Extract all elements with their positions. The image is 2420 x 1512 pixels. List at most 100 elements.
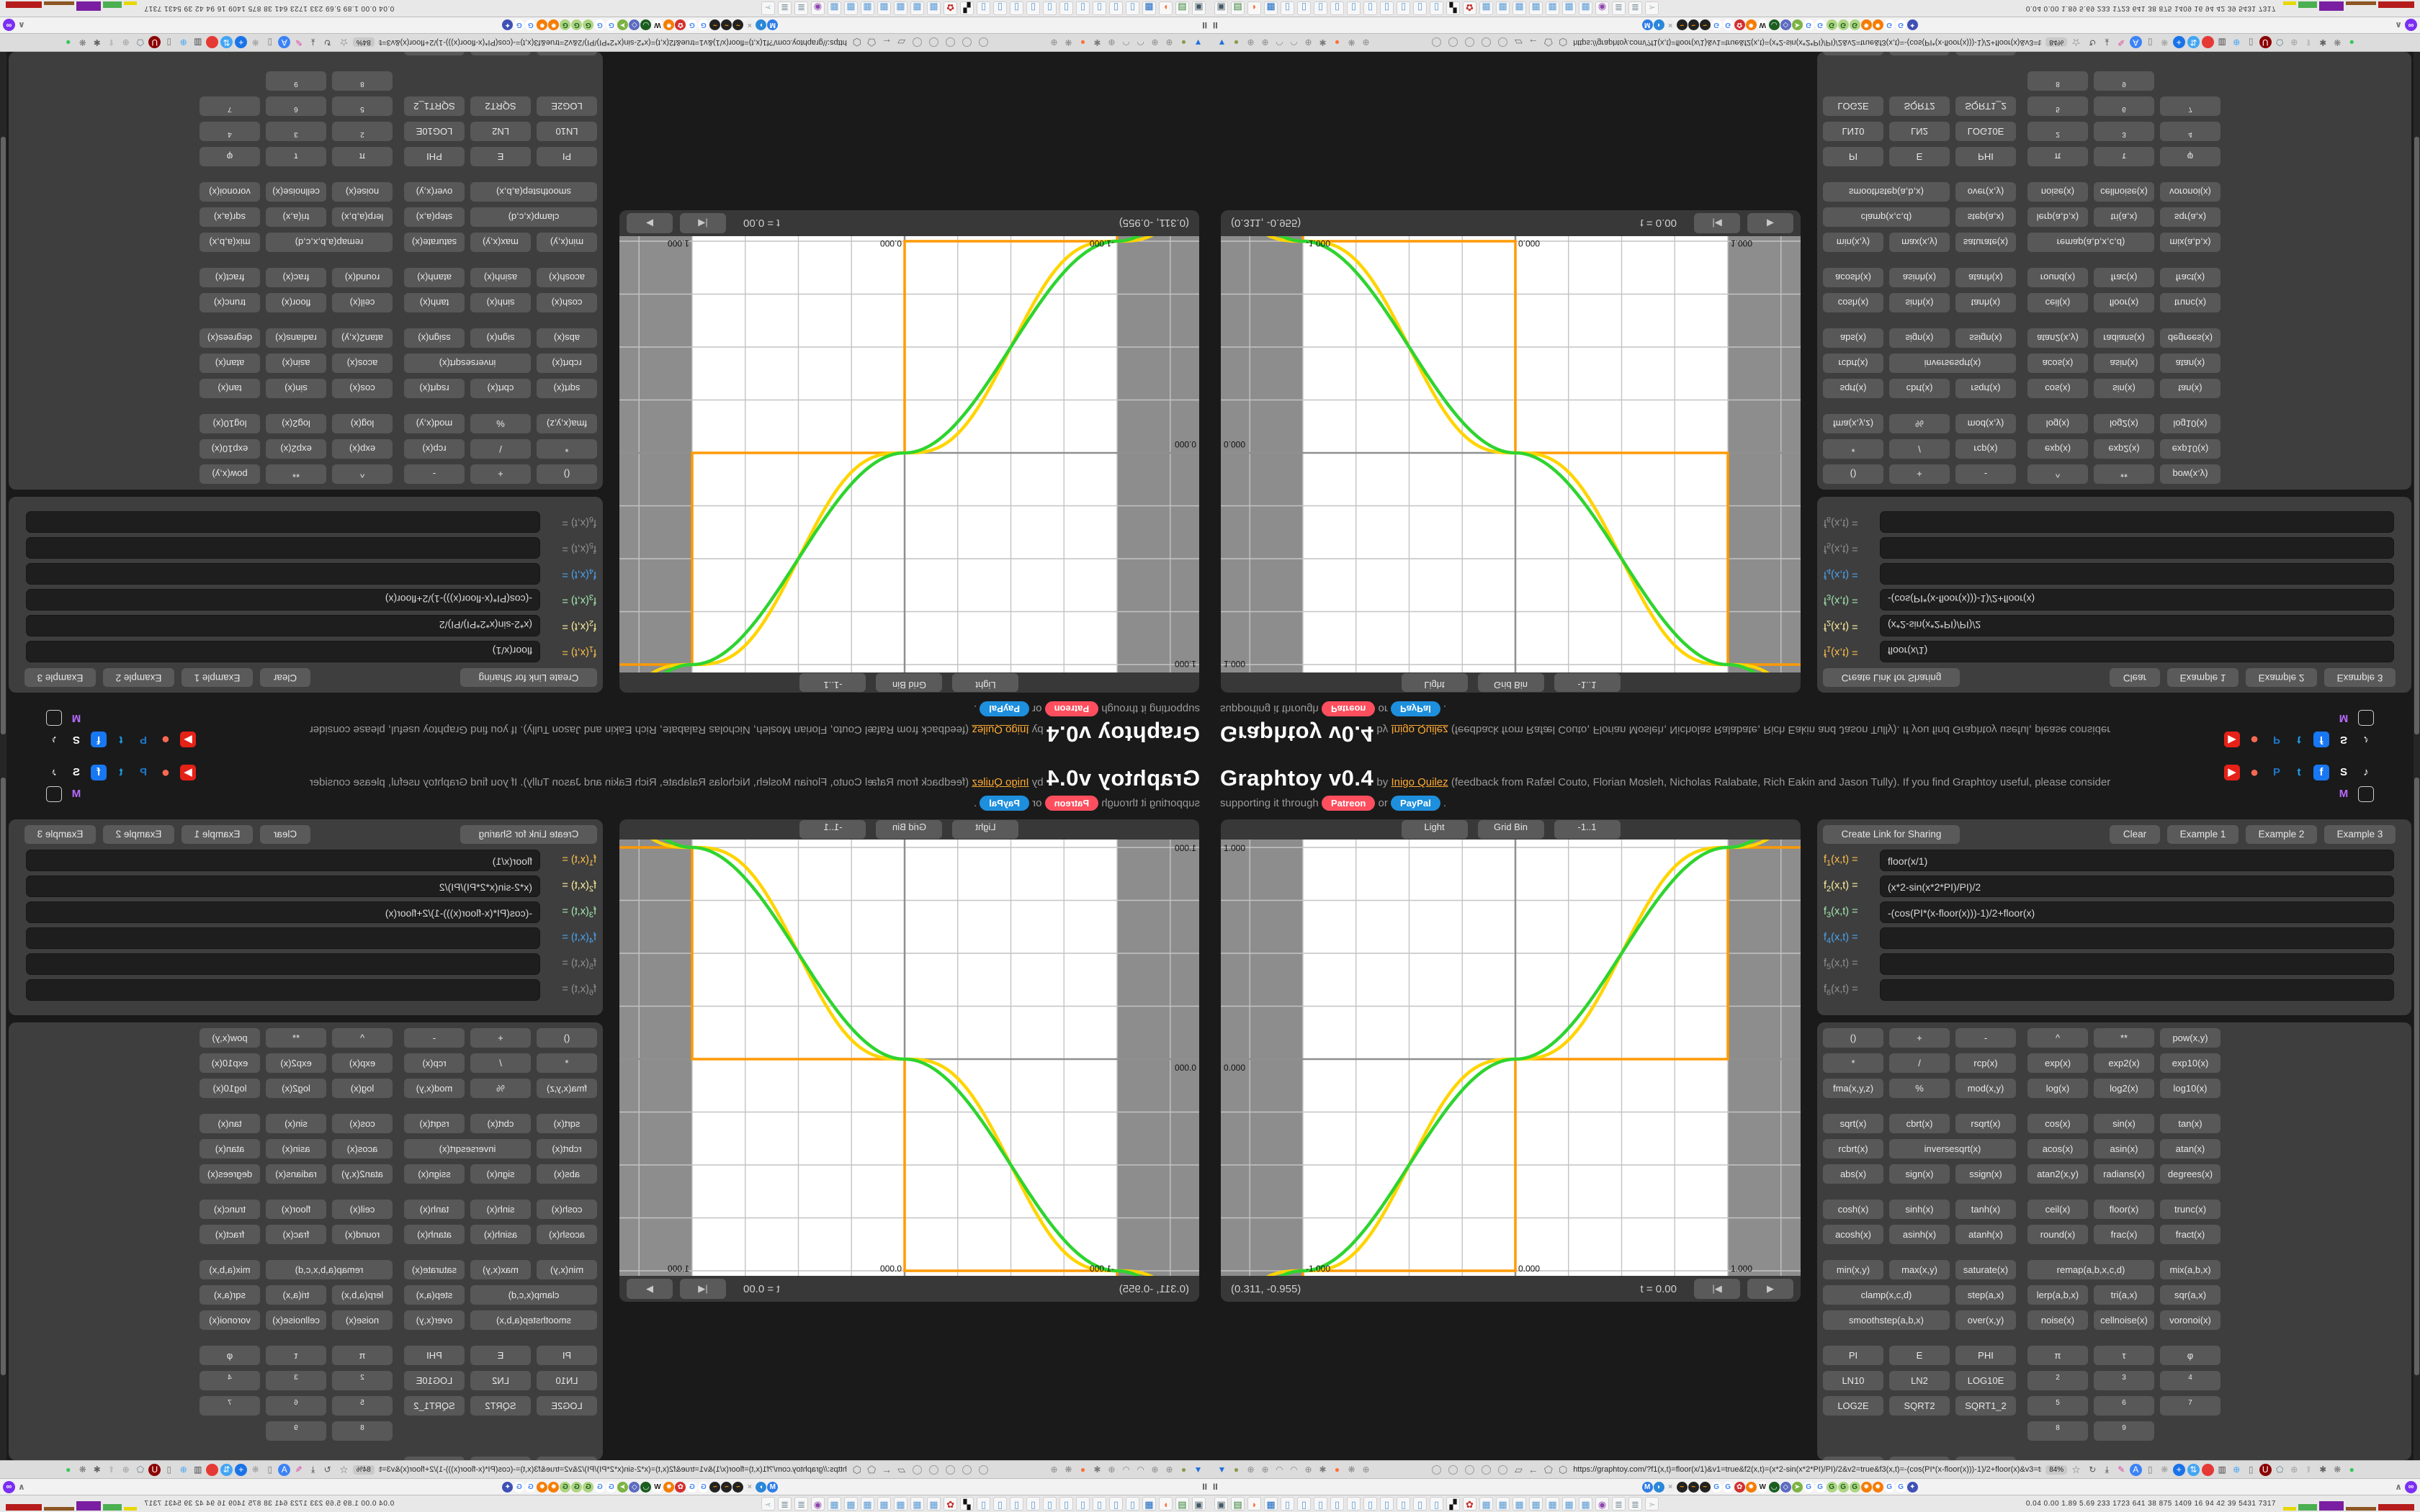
formula-input-f6[interactable] <box>1880 511 2394 533</box>
grid-button-LN2[interactable]: LN2 <box>1889 1371 1950 1390</box>
broken-image-icon[interactable] <box>45 786 62 804</box>
tab-favicon[interactable]: G <box>1895 19 1906 31</box>
grid-button-fma(x,y,z)[interactable]: fma(x,y,z) <box>1823 414 1883 433</box>
tab-favicon[interactable]: ~ <box>1688 1481 1699 1493</box>
grid-button-saturate(x)[interactable]: saturate(x) <box>404 233 465 252</box>
grid-button-LN10[interactable]: LN10 <box>1823 122 1883 141</box>
taskbar-app-icon[interactable]: ▦ <box>1546 1 1559 15</box>
grid-button-cellnoise(x)[interactable]: cellnoise(x) <box>2094 182 2154 202</box>
formula-input-f5[interactable] <box>26 537 540 559</box>
tab-favicon[interactable]: ✦ <box>1906 1481 1918 1493</box>
grid-button-π[interactable]: π <box>332 147 393 166</box>
browser-action-icon[interactable]: ↻ <box>323 37 331 48</box>
formula-input-f4[interactable] <box>26 927 540 949</box>
page-scrollbar[interactable] <box>0 52 6 756</box>
grid-button-tan(x)[interactable]: tan(x) <box>2160 1114 2220 1133</box>
page-action-icon[interactable] <box>1465 1464 1474 1475</box>
formula-label-f1[interactable]: f1(x,t) = <box>562 854 596 868</box>
taskbar-app-icon[interactable]: ▯ <box>1347 1 1361 15</box>
grid-button-tanh(x)[interactable]: tanh(x) <box>404 1200 465 1219</box>
formula-label-f1[interactable]: f1(x,t) = <box>562 644 596 658</box>
tab-favicon[interactable]: G <box>583 19 594 31</box>
grid-button-voronoi(x)[interactable]: voronoi(x) <box>2160 182 2220 202</box>
taskbar-app-icon[interactable]: ▯ <box>993 1 1007 15</box>
grid-button-()[interactable]: () <box>537 1028 597 1048</box>
extension-icon[interactable]: ⊕ <box>1050 1464 1058 1475</box>
page-action-icon[interactable] <box>979 37 988 48</box>
tab-collapse-button[interactable]: ∧ <box>18 20 25 30</box>
formula-input-f3[interactable]: -(cos(PI*(x-floor(x)))-1)/2+floor(x) <box>26 901 540 923</box>
paypal-icon[interactable]: P <box>2272 766 2280 778</box>
tab-favicon[interactable]: ✸ <box>1872 19 1883 31</box>
page-action-icon[interactable] <box>929 1464 938 1475</box>
grid-button-max(x,y)[interactable]: max(x,y) <box>1889 1260 1950 1279</box>
tab-favicon[interactable]: ~ <box>709 1481 721 1493</box>
grid-button-5[interactable]: 5 <box>2027 1396 2088 1416</box>
page-action-icon[interactable] <box>1482 37 1491 48</box>
grid-button-exp(x)[interactable]: exp(x) <box>2027 1053 2088 1073</box>
grid-button-PI[interactable]: PI <box>1823 1346 1883 1365</box>
taskbar-app-icon[interactable]: ▯ <box>1363 1 1377 15</box>
grid-button-8[interactable]: 8 <box>2027 71 2088 91</box>
grid-button-mod(x,y)[interactable]: mod(x,y) <box>1955 414 2016 433</box>
taskbar-app-icon[interactable]: ≣ <box>794 1497 808 1511</box>
grid-button-over(x,y)[interactable]: over(x,y) <box>1955 182 2016 202</box>
grid-button-rcbrt(x)[interactable]: rcbrt(x) <box>1823 1139 1883 1158</box>
tab-collapse-button[interactable]: ∧ <box>18 1482 25 1492</box>
taskbar-app-icon[interactable]: ≣ <box>1612 1 1626 15</box>
grid-button-PHI[interactable]: PHI <box>1955 1346 2016 1365</box>
grid-button-trunc(x)[interactable]: trunc(x) <box>2160 1200 2220 1219</box>
grid-button-lerp(a,b,x)[interactable]: lerp(a,b,x) <box>2027 1285 2088 1305</box>
shield-icon[interactable]: ⬠ <box>867 37 877 49</box>
grid-button-blank[interactable] <box>1823 1457 1883 1460</box>
browser-action-icon[interactable]: ✎ <box>2118 37 2125 48</box>
extension-icon[interactable]: ⊕ <box>1247 37 1255 48</box>
tab-favicon[interactable]: ◇ <box>1780 19 1791 31</box>
facebook-icon[interactable]: f <box>89 765 107 782</box>
grid-button-exp2(x)[interactable]: exp2(x) <box>2094 1053 2154 1073</box>
grid-button-atan(x)[interactable]: atan(x) <box>2160 1139 2220 1158</box>
browser-action-icon[interactable]: + <box>235 36 248 49</box>
page-action-icon[interactable] <box>1482 1464 1491 1475</box>
grid-button-fract(x)[interactable]: fract(x) <box>2160 1225 2220 1244</box>
formula-label-f6[interactable]: f6(x,t) = <box>562 515 596 528</box>
grid-button-blank[interactable] <box>470 52 531 55</box>
grid-button-2[interactable]: 2 <box>2027 1371 2088 1390</box>
mastodon-icon[interactable]: M <box>71 712 81 724</box>
grid-button-ceil(x)[interactable]: ceil(x) <box>332 1200 393 1219</box>
formula-input-f5[interactable] <box>1880 537 2394 559</box>
tab-favicon[interactable]: G <box>1803 1481 1814 1493</box>
grid-button-floor(x)[interactable]: floor(x) <box>266 1200 326 1219</box>
grid-button-2[interactable]: 2 <box>332 1371 393 1390</box>
grid-button-cosh(x)[interactable]: cosh(x) <box>1823 293 1883 312</box>
browser-action-icon[interactable]: ⇅ <box>2187 36 2200 49</box>
page-action-icon[interactable] <box>1448 1464 1458 1475</box>
grid-button-fma(x,y,z)[interactable]: fma(x,y,z) <box>537 414 597 433</box>
taskbar-app-icon[interactable]: ▯ <box>1297 1497 1311 1511</box>
canvas-toolbar-button-light[interactable]: Light <box>1401 673 1468 692</box>
taskbar-app-icon[interactable]: ▯ <box>1281 1 1294 15</box>
grid-button-asin(x)[interactable]: asin(x) <box>2094 1139 2154 1158</box>
taskbar-app-icon[interactable]: ▦ <box>877 1497 891 1511</box>
taskbar-app-icon[interactable]: ▯ <box>1413 1497 1427 1511</box>
grid-button-8[interactable]: 8 <box>332 1421 393 1441</box>
browser-action-icon[interactable]: ❋ <box>2334 1464 2341 1475</box>
taskbar-app-icon[interactable]: ≣ <box>778 1497 792 1511</box>
tab-favicon[interactable]: W <box>1757 1481 1768 1493</box>
tab-favicon[interactable]: ✸ <box>663 19 675 31</box>
tab-collapse-button[interactable]: ∧ <box>2395 20 2402 30</box>
taskbar-app-icon[interactable]: ▣ <box>1192 1497 1206 1511</box>
grid-button-log10(x)[interactable]: log10(x) <box>2160 414 2220 433</box>
extension-icon[interactable]: ⊕ <box>1261 37 1269 48</box>
bookmark-star-icon[interactable]: ☆ <box>2071 37 2081 49</box>
grid-button-acosh(x)[interactable]: acosh(x) <box>1823 1225 1883 1244</box>
grid-button-exp2(x)[interactable]: exp2(x) <box>266 1053 326 1073</box>
grid-button-atanh(x)[interactable]: atanh(x) <box>404 1225 465 1244</box>
taskbar-app-icon[interactable]: ▦ <box>1142 1497 1156 1511</box>
grid-button-cbrt(x)[interactable]: cbrt(x) <box>470 379 531 398</box>
grid-button-cosh(x)[interactable]: cosh(x) <box>537 1200 597 1219</box>
extension-icon[interactable]: ❋ <box>1065 1464 1072 1475</box>
grid-button-+[interactable]: + <box>1889 464 1950 484</box>
page-action-icon[interactable] <box>962 1464 972 1475</box>
grid-button-pow(x,y)[interactable]: pow(x,y) <box>200 1028 260 1048</box>
